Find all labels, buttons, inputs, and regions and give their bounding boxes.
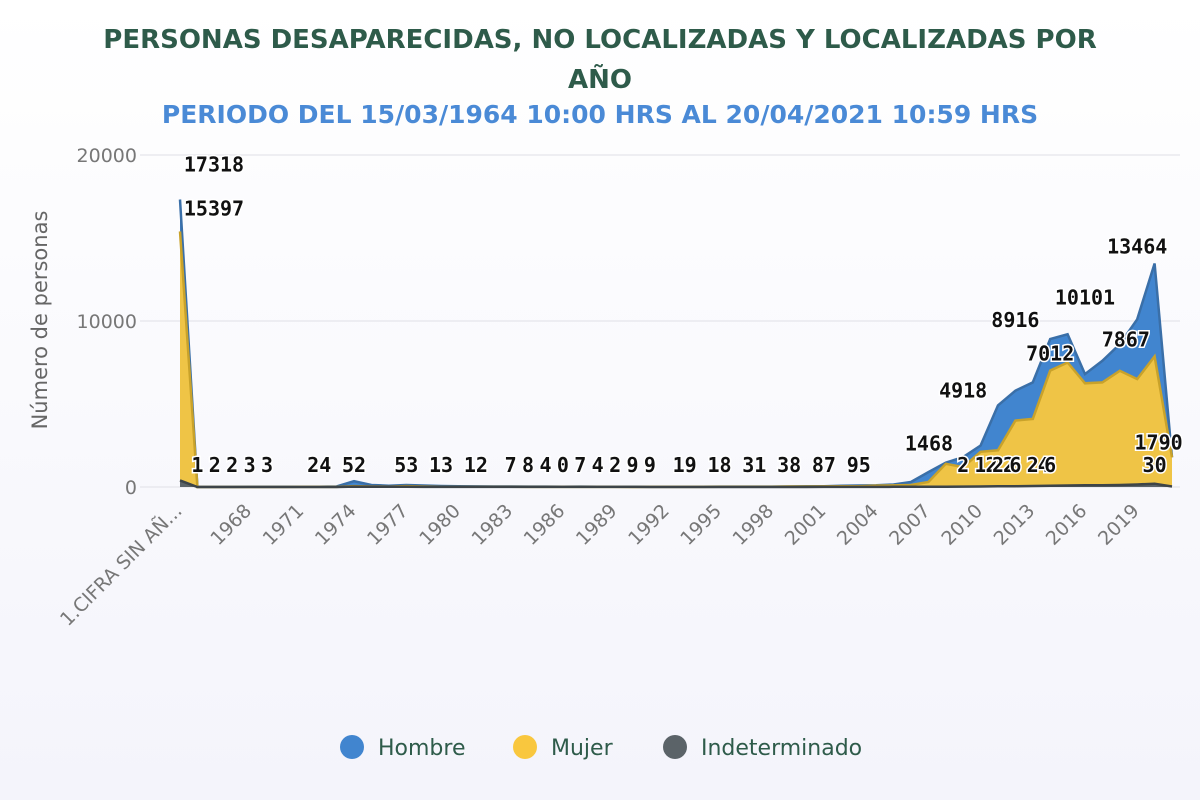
data-label: 9 — [626, 453, 638, 477]
legend-item-mujer[interactable]: Mujer — [513, 735, 614, 761]
data-label: 12 — [464, 453, 488, 477]
data-label: 2 — [609, 453, 621, 477]
data-label: 13464 — [1107, 234, 1167, 258]
x-tick-label: 1968 — [206, 500, 256, 550]
data-label: 95 — [847, 453, 871, 477]
x-tick-label: 1998 — [729, 500, 779, 550]
data-label: 38 — [777, 453, 801, 477]
data-label: 4918 — [939, 378, 987, 402]
x-tick-label: 1986 — [520, 500, 570, 550]
y-tick-label: 20000 — [77, 145, 137, 167]
x-tick-label: 2007 — [885, 500, 935, 550]
x-tick-label: 1983 — [467, 500, 517, 550]
data-label: 53 — [394, 453, 418, 477]
data-label: 87 — [812, 453, 836, 477]
x-tick-label: 1.CIFRA SIN AÑ... — [55, 499, 186, 630]
chart-title-line1: PERSONAS DESAPARECIDAS, NO LOCALIZADAS Y… — [103, 25, 1096, 55]
data-label: 10101 — [1055, 285, 1115, 309]
data-label: 0 — [557, 453, 569, 477]
x-tick-label: 2010 — [937, 500, 987, 550]
x-tick-label: 2019 — [1094, 500, 1144, 550]
series-areas — [178, 199, 1174, 489]
data-label: 6 — [1009, 453, 1021, 477]
data-label: 2 — [209, 453, 221, 477]
x-tick-label: 2016 — [1042, 500, 1092, 550]
data-label: 2 — [1003, 453, 1015, 477]
y-tick-label: 0 — [125, 477, 137, 499]
x-tick-label: 1980 — [415, 500, 465, 550]
y-tick-label: 10000 — [77, 311, 137, 333]
data-label: 9 — [644, 453, 656, 477]
chart-titles: PERSONAS DESAPARECIDAS, NO LOCALIZADAS Y… — [103, 25, 1096, 129]
data-label: 4 — [539, 453, 551, 477]
data-label: 24 — [307, 453, 331, 477]
data-label: 2 — [226, 453, 238, 477]
legend-label: Indeterminado — [701, 736, 862, 761]
x-tick-label: 1995 — [676, 500, 726, 550]
line-indeterminado — [179, 479, 1173, 489]
data-label: 7867 — [1102, 327, 1150, 351]
legend-marker — [663, 735, 687, 759]
data-label: 2 — [957, 453, 969, 477]
data-label: 3 — [244, 453, 256, 477]
legend-label: Mujer — [551, 736, 614, 761]
data-label: 2 — [992, 453, 1004, 477]
legend-item-indeterminado[interactable]: Indeterminado — [663, 735, 862, 761]
data-label: 8916 — [991, 308, 1039, 332]
x-tick-label: 1992 — [624, 500, 674, 550]
data-label: 52 — [342, 453, 366, 477]
x-tick-label: 2004 — [833, 500, 883, 550]
data-label: 1 — [191, 453, 203, 477]
x-tick-label: 2001 — [781, 500, 831, 550]
data-label: 1468 — [905, 432, 953, 456]
x-axis-ticks: 1.CIFRA SIN AÑ... 1968 1971 1974 1977 1980 198… — [55, 499, 1143, 630]
data-label: 31 — [742, 453, 766, 477]
data-label: 13 — [429, 453, 453, 477]
legend: Hombre Mujer Indeterminado — [340, 735, 862, 761]
data-label: 30 — [1143, 453, 1167, 477]
data-label: 1790 — [1135, 430, 1183, 454]
data-label: 18 — [707, 453, 731, 477]
data-label: 7012 — [1026, 342, 1074, 366]
chart-title-line2: AÑO — [568, 63, 632, 95]
legend-item-hombre[interactable]: Hombre — [340, 735, 466, 761]
data-label: 7 — [505, 453, 517, 477]
data-label: 19 — [673, 453, 697, 477]
data-label: 7 — [574, 453, 586, 477]
data-label: 2 — [1027, 453, 1039, 477]
legend-marker — [340, 735, 364, 759]
data-label: 1 — [975, 453, 987, 477]
data-label: 3 — [261, 453, 273, 477]
area-mujer — [180, 231, 1172, 487]
data-label: 4 — [1038, 453, 1050, 477]
data-label: 8 — [522, 453, 534, 477]
data-label: 2 — [986, 453, 998, 477]
x-tick-label: 1989 — [572, 500, 622, 550]
chart-subtitle: PERIODO DEL 15/03/1964 10:00 HRS AL 20/0… — [162, 100, 1038, 129]
data-label: 4 — [592, 453, 604, 477]
x-tick-label: 2013 — [990, 500, 1040, 550]
legend-marker — [513, 735, 537, 759]
data-label: 17318 — [184, 153, 244, 177]
x-tick-label: 1971 — [259, 500, 309, 550]
x-tick-label: 1974 — [311, 500, 361, 550]
y-axis-ticks: 0 10000 20000 — [77, 145, 137, 499]
legend-label: Hombre — [378, 736, 466, 761]
data-label: 15397 — [184, 196, 244, 220]
data-label: 6 — [1044, 453, 1056, 477]
y-axis-label: Número de personas — [28, 211, 52, 430]
x-tick-label: 1977 — [363, 500, 413, 550]
